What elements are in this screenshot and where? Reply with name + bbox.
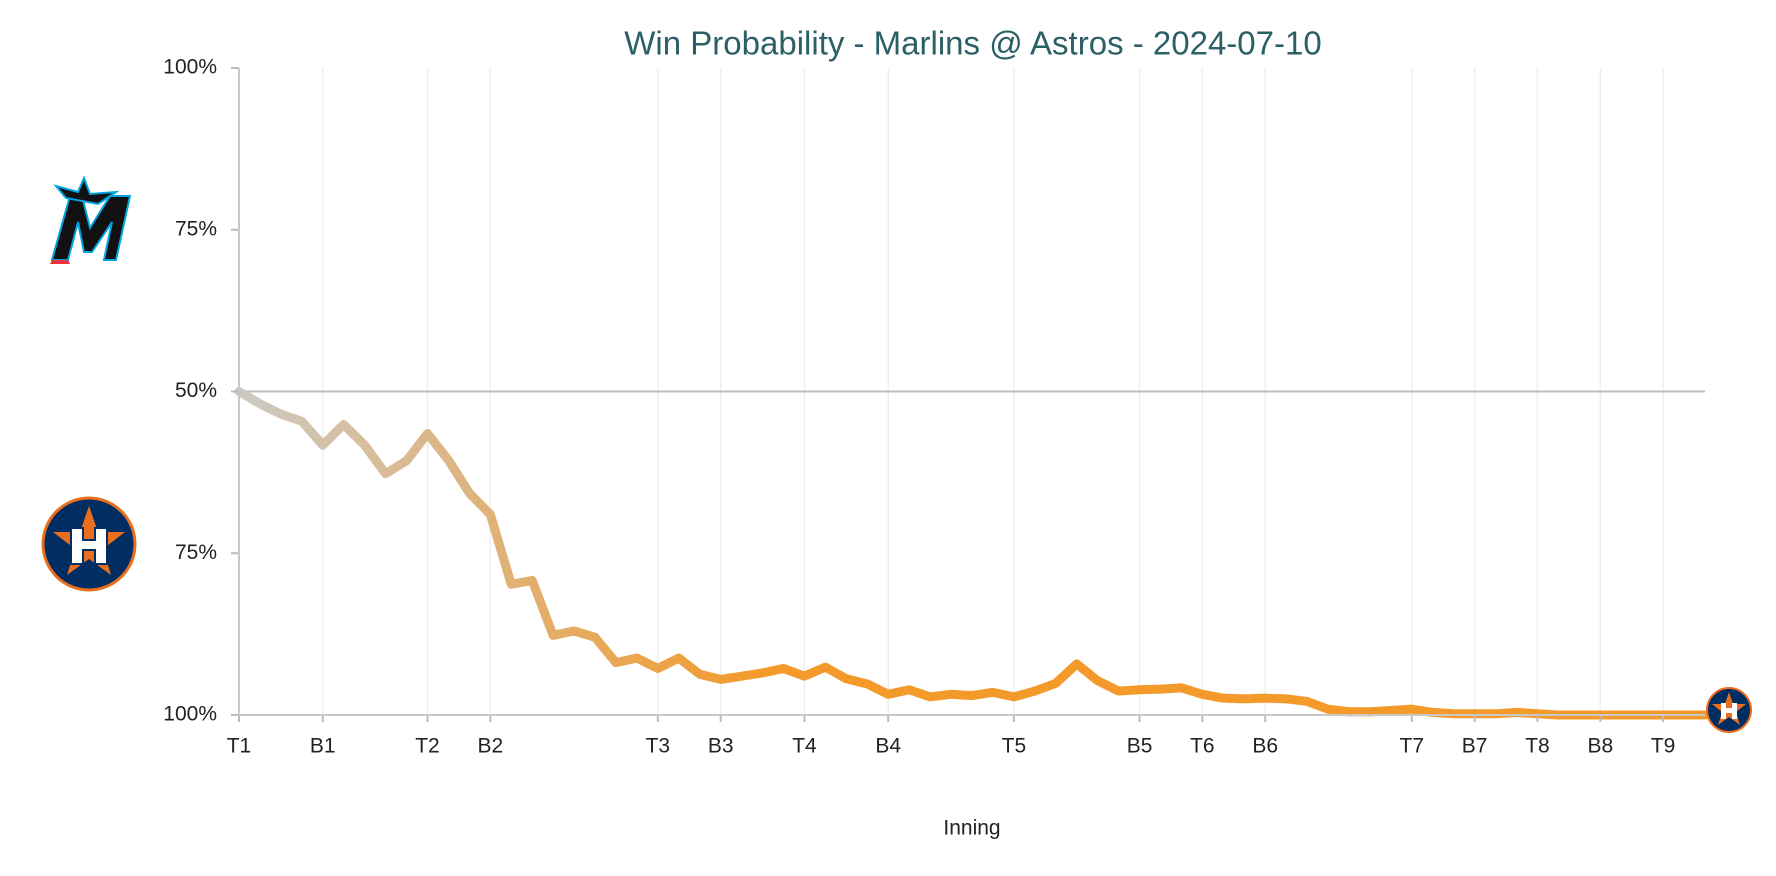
x-tick-label: B4 [875,735,901,758]
win-probability-line [234,387,1710,720]
x-tick-label: T2 [415,735,440,758]
x-tick-label: T7 [1400,735,1425,758]
chart-title: Win Probability - Marlins @ Astros - 202… [624,25,1321,62]
x-tick-label: T3 [646,735,671,758]
x-tick-label: B8 [1587,735,1613,758]
x-tick-label: T8 [1525,735,1550,758]
astros-end-logo [1706,687,1752,733]
astros-logo [41,496,137,592]
y-tick-label: 75% [175,217,217,240]
y-tick-label: 50% [175,379,217,402]
x-tick-label: T4 [792,735,817,758]
x-tick-label: T1 [227,735,252,758]
x-tick-label: T5 [1002,735,1027,758]
x-tick-label: B3 [708,735,734,758]
y-tick-label: 100% [163,56,217,79]
y-tick-label: 75% [175,541,217,564]
x-tick-label: B2 [477,735,503,758]
x-tick-label: B5 [1127,735,1153,758]
x-tick-label: T9 [1651,735,1676,758]
y-tick-label: 100% [163,703,217,726]
x-tick-label: B6 [1252,735,1278,758]
x-tick-label: T6 [1190,735,1215,758]
marlins-logo [50,175,132,264]
x-tick-label: B7 [1462,735,1488,758]
x-axis-label: Inning [943,817,1000,840]
x-tick-label: B1 [310,735,336,758]
